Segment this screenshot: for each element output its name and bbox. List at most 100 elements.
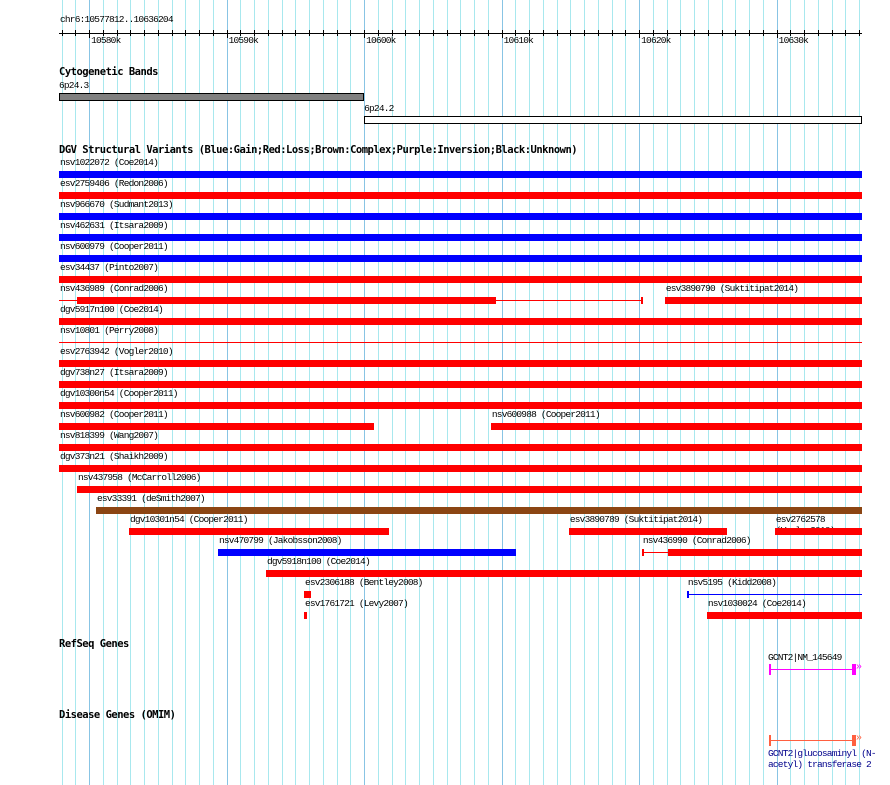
ruler-tick bbox=[337, 30, 338, 36]
variant-label[interactable]: nsv1030024 (Coe2014) bbox=[707, 598, 807, 609]
variant-bar[interactable] bbox=[59, 360, 862, 367]
grid-line bbox=[570, 0, 571, 785]
variant-bar[interactable] bbox=[568, 528, 727, 535]
variant-bar[interactable] bbox=[667, 549, 862, 556]
variant-bar[interactable] bbox=[59, 423, 374, 430]
variant-label[interactable]: dgv373n21 (Shaikh2009) bbox=[60, 451, 169, 462]
refseq-title: RefSeq Genes bbox=[59, 638, 129, 650]
grid-line bbox=[268, 0, 269, 785]
variant-bar[interactable] bbox=[217, 549, 516, 556]
variant-bar[interactable] bbox=[706, 612, 862, 619]
variant-bar[interactable] bbox=[59, 444, 862, 451]
ruler-tick bbox=[405, 30, 406, 36]
variant-label[interactable]: nsv437958 (McCarroll2006) bbox=[78, 472, 201, 483]
variant-bar[interactable] bbox=[59, 402, 862, 409]
variant-label[interactable]: esv2759406 (Redon2006) bbox=[60, 178, 169, 189]
variant-label[interactable]: nsv436989 (Conrad2006) bbox=[60, 283, 169, 294]
grid-line bbox=[790, 0, 791, 785]
variant-label[interactable]: nsv966670 (Sudmant2013) bbox=[60, 199, 174, 210]
grid-line bbox=[295, 0, 296, 785]
variant-bar[interactable] bbox=[59, 192, 862, 199]
ruler-tick bbox=[859, 30, 860, 36]
variant-bar[interactable] bbox=[303, 612, 307, 619]
variant-bar[interactable] bbox=[59, 213, 862, 220]
variant-label[interactable]: esv34437 (Pinto2007) bbox=[60, 262, 159, 273]
gene-exon bbox=[852, 735, 856, 746]
variant-label[interactable]: nsv600982 (Cooper2011) bbox=[60, 409, 169, 420]
variant-bar[interactable] bbox=[95, 507, 862, 514]
ruler-tick bbox=[378, 30, 379, 36]
variant-label[interactable]: nsv818399 (Wang2007) bbox=[60, 430, 159, 441]
grid-line bbox=[680, 0, 681, 785]
variant-bar[interactable] bbox=[59, 171, 862, 178]
variant-bar[interactable] bbox=[774, 528, 862, 535]
ruler-tick bbox=[488, 30, 489, 36]
variant-label[interactable]: esv33391 (deSmith2007) bbox=[96, 493, 206, 504]
variant-bar[interactable] bbox=[59, 342, 862, 343]
ruler-tick-label: 10630k bbox=[778, 35, 809, 46]
variant-label[interactable]: dgv10300n54 (Cooper2011) bbox=[60, 388, 178, 399]
grid-line bbox=[130, 0, 131, 785]
ruler-tick bbox=[309, 30, 310, 36]
grid-line bbox=[557, 0, 558, 785]
variant-label[interactable]: esv1761721 (Levy2007) bbox=[304, 598, 409, 609]
variant-label[interactable]: dgv738n27 (Itsara2009) bbox=[60, 367, 169, 378]
variant-start-tick bbox=[686, 591, 689, 598]
variant-label[interactable]: nsv10801 (Perry2008) bbox=[60, 325, 159, 336]
grid-line bbox=[144, 0, 145, 785]
variant-label[interactable]: esv2763942 (Vogler2010) bbox=[60, 346, 174, 357]
cytoband-6p24.3[interactable] bbox=[59, 93, 365, 101]
variant-label[interactable]: dgv10301n54 (Cooper2011) bbox=[129, 514, 248, 525]
ruler-tick bbox=[804, 30, 805, 36]
variant-label[interactable]: nsv5195 (Kidd2008) bbox=[687, 577, 777, 588]
variant-bar[interactable] bbox=[664, 297, 862, 304]
variant-bar[interactable] bbox=[59, 381, 862, 388]
ruler-tick bbox=[667, 30, 668, 36]
refseq-gene-label[interactable]: GCNT2|NM_145649 bbox=[768, 652, 842, 663]
ruler-tick bbox=[543, 30, 544, 36]
variant-bar[interactable] bbox=[59, 234, 862, 241]
variant-bar[interactable] bbox=[77, 297, 496, 304]
variant-label[interactable]: nsv436990 (Conrad2006) bbox=[642, 535, 752, 546]
grid-line bbox=[89, 0, 90, 785]
ruler-tick bbox=[474, 30, 475, 36]
grid-line bbox=[845, 0, 846, 785]
omim-gene-label[interactable]: GCNT2|glucosaminyl (N-acetyl) transferas… bbox=[768, 748, 877, 770]
grid-line bbox=[653, 0, 654, 785]
ruler-tick bbox=[117, 30, 118, 36]
variant-bar[interactable] bbox=[59, 465, 862, 472]
cytoband-6p24.2[interactable] bbox=[364, 116, 862, 124]
variant-label[interactable]: esv3890789 (Suktitipat2014) bbox=[569, 514, 703, 525]
ruler-tick bbox=[735, 30, 736, 36]
variant-bar[interactable] bbox=[77, 486, 862, 493]
ruler-tick-label: 10610k bbox=[503, 35, 534, 46]
grid-line bbox=[75, 0, 76, 785]
variant-bar[interactable] bbox=[303, 591, 311, 598]
variant-bar[interactable] bbox=[128, 528, 389, 535]
cytoband-label: 6p24.2 bbox=[364, 103, 394, 114]
variant-bar[interactable] bbox=[490, 423, 862, 430]
variant-bar[interactable] bbox=[59, 318, 862, 325]
variant-label[interactable]: nsv600988 (Cooper2011) bbox=[491, 409, 601, 420]
variant-label[interactable]: dgv5917n100 (Coe2014) bbox=[60, 304, 164, 315]
variant-connector[interactable] bbox=[686, 594, 862, 595]
variant-bar[interactable] bbox=[265, 570, 862, 577]
grid-line bbox=[447, 0, 448, 785]
variant-bar[interactable] bbox=[59, 255, 862, 262]
variant-label[interactable]: nsv600979 (Cooper2011) bbox=[60, 241, 169, 252]
ruler-tick bbox=[62, 30, 63, 36]
variant-label[interactable]: esv3890790 (Suktitipat2014) bbox=[665, 283, 799, 294]
grid-line bbox=[282, 0, 283, 785]
variant-label[interactable]: nsv462631 (Itsara2009) bbox=[60, 220, 169, 231]
ruler-tick bbox=[570, 30, 571, 36]
ruler-tick bbox=[790, 30, 791, 36]
variant-label[interactable]: dgv5918n100 (Coe2014) bbox=[266, 556, 371, 567]
grid-line bbox=[474, 0, 475, 785]
variant-label[interactable]: esv2306188 (Bentley2008) bbox=[304, 577, 423, 588]
variant-label[interactable]: nsv470799 (Jakobsson2008) bbox=[218, 535, 342, 546]
grid-line bbox=[722, 0, 723, 785]
variant-bar[interactable] bbox=[59, 276, 862, 283]
variant-label[interactable]: nsv1022072 (Coe2014) bbox=[60, 157, 159, 168]
gene-exon bbox=[852, 664, 856, 675]
grid-line bbox=[62, 0, 63, 785]
